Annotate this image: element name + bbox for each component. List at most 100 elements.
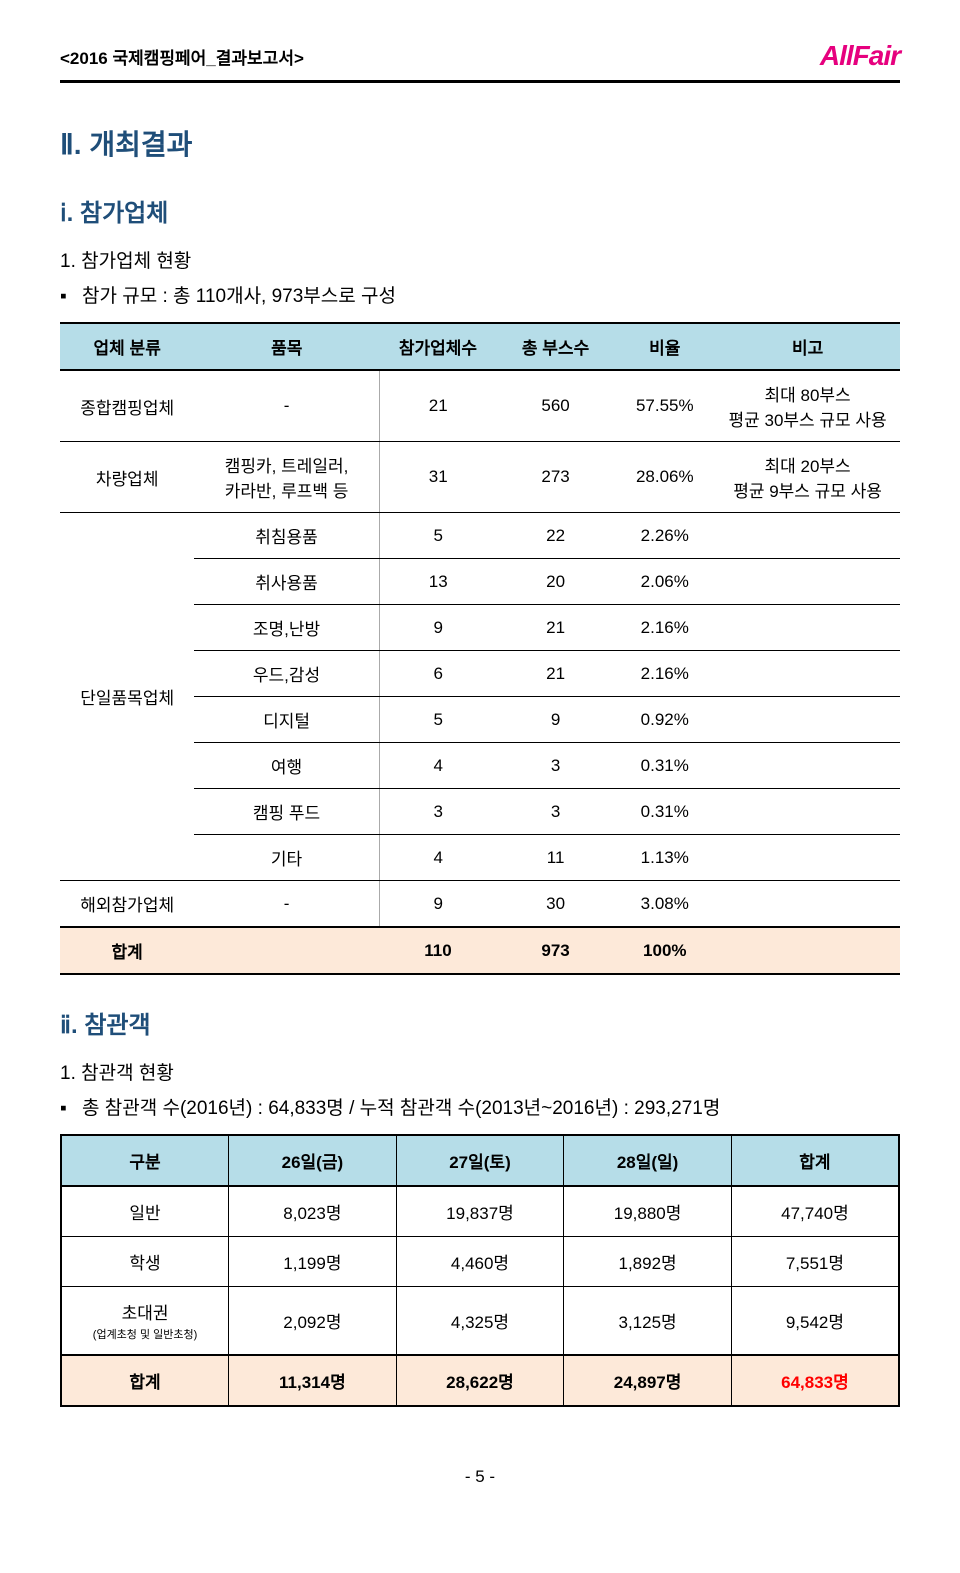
th-category: 업체 분류 bbox=[60, 323, 194, 370]
cell-day1: 8,023명 bbox=[229, 1186, 397, 1237]
cell-pct: 2.16% bbox=[614, 651, 715, 697]
cell-booth: 273 bbox=[497, 442, 615, 513]
cell-note bbox=[715, 513, 900, 559]
cell-item: 캠핑카, 트레일러, 카라반, 루프백 등 bbox=[194, 442, 379, 513]
bullet-line-2: 총 참관객 수(2016년) : 64,833명 / 누적 참관객 수(2013… bbox=[60, 1093, 900, 1120]
cell-total-item bbox=[194, 927, 379, 974]
cell-item: 조명,난방 bbox=[194, 605, 379, 651]
th-category: 구분 bbox=[61, 1135, 229, 1186]
cell-booth: 20 bbox=[497, 559, 615, 605]
cell-category: 학생 bbox=[61, 1237, 229, 1287]
cell-total-sum: 64,833명 bbox=[731, 1355, 899, 1406]
logo-part1: All bbox=[820, 40, 853, 71]
cell-total-day1: 11,314명 bbox=[229, 1355, 397, 1406]
section-title: Ⅱ. 개최결과 bbox=[60, 123, 900, 163]
cell-count: 3 bbox=[379, 789, 497, 835]
table-row: 학생 1,199명 4,460명 1,892명 7,551명 bbox=[61, 1237, 899, 1287]
cell-item: 취침용품 bbox=[194, 513, 379, 559]
cell-pct: 0.31% bbox=[614, 743, 715, 789]
bullet-line-1: 참가 규모 : 총 110개사, 973부스로 구성 bbox=[60, 281, 900, 308]
cell-note bbox=[715, 559, 900, 605]
cell-booth: 21 bbox=[497, 605, 615, 651]
cell-sum: 47,740명 bbox=[731, 1186, 899, 1237]
cell-category: 종합캠핑업체 bbox=[60, 370, 194, 442]
cell-note bbox=[715, 697, 900, 743]
table-row: 초대권 (업계초청 및 일반초청) 2,092명 4,325명 3,125명 9… bbox=[61, 1287, 899, 1356]
cell-note bbox=[715, 743, 900, 789]
numbered-heading-2: 1. 참관객 현황 bbox=[60, 1058, 900, 1085]
cell-count: 21 bbox=[379, 370, 497, 442]
cell-booth: 21 bbox=[497, 651, 615, 697]
cell-pct: 1.13% bbox=[614, 835, 715, 881]
page-number: - 5 - bbox=[60, 1467, 900, 1487]
cell-category: 초대권 (업계초청 및 일반초청) bbox=[61, 1287, 229, 1356]
cell-booth: 30 bbox=[497, 881, 615, 928]
table-header-row: 구분 26일(금) 27일(토) 28일(일) 합계 bbox=[61, 1135, 899, 1186]
cell-count: 5 bbox=[379, 513, 497, 559]
cell-note bbox=[715, 605, 900, 651]
cell-count: 4 bbox=[379, 835, 497, 881]
th-sum: 합계 bbox=[731, 1135, 899, 1186]
logo-part2: Fair bbox=[853, 40, 900, 71]
cell-pct: 0.31% bbox=[614, 789, 715, 835]
header-divider bbox=[60, 80, 900, 83]
th-day1: 26일(금) bbox=[229, 1135, 397, 1186]
cell-day3: 1,892명 bbox=[564, 1237, 732, 1287]
cell-day2: 4,325명 bbox=[396, 1287, 564, 1356]
table-row: 일반 8,023명 19,837명 19,880명 47,740명 bbox=[61, 1186, 899, 1237]
cell-day1: 1,199명 bbox=[229, 1237, 397, 1287]
subsection-2-title: ⅱ. 참관객 bbox=[60, 1005, 900, 1040]
doc-title: <2016 국제캠핑페어_결과보고서> bbox=[60, 44, 304, 69]
cell-sum: 9,542명 bbox=[731, 1287, 899, 1356]
cell-day3: 3,125명 bbox=[564, 1287, 732, 1356]
cell-booth: 11 bbox=[497, 835, 615, 881]
cell-note bbox=[715, 789, 900, 835]
th-item: 품목 bbox=[194, 323, 379, 370]
cell-booth: 560 bbox=[497, 370, 615, 442]
cell-total-day2: 28,622명 bbox=[396, 1355, 564, 1406]
cell-item: - bbox=[194, 881, 379, 928]
cell-day2: 19,837명 bbox=[396, 1186, 564, 1237]
cell-booth: 9 bbox=[497, 697, 615, 743]
numbered-heading-1: 1. 참가업체 현황 bbox=[60, 246, 900, 273]
cell-category: 단일품목업체 bbox=[60, 513, 194, 881]
th-pct: 비율 bbox=[614, 323, 715, 370]
table-exhibitors: 업체 분류 품목 참가업체수 총 부스수 비율 비고 종합캠핑업체 - 21 5… bbox=[60, 322, 900, 975]
cell-count: 9 bbox=[379, 605, 497, 651]
th-day3: 28일(일) bbox=[564, 1135, 732, 1186]
table-row: 단일품목업체 취침용품 5 22 2.26% bbox=[60, 513, 900, 559]
table-header-row: 업체 분류 품목 참가업체수 총 부스수 비율 비고 bbox=[60, 323, 900, 370]
cell-item: 기타 bbox=[194, 835, 379, 881]
table-row: 차량업체 캠핑카, 트레일러, 카라반, 루프백 등 31 273 28.06%… bbox=[60, 442, 900, 513]
table-total-row: 합계 11,314명 28,622명 24,897명 64,833명 bbox=[61, 1355, 899, 1406]
cell-booth: 22 bbox=[497, 513, 615, 559]
table-total-row: 합계 110 973 100% bbox=[60, 927, 900, 974]
cell-category: 해외참가업체 bbox=[60, 881, 194, 928]
cell-count: 9 bbox=[379, 881, 497, 928]
table-row: 해외참가업체 - 9 30 3.08% bbox=[60, 881, 900, 928]
th-note: 비고 bbox=[715, 323, 900, 370]
cell-pct: 3.08% bbox=[614, 881, 715, 928]
page-container: <2016 국제캠핑페어_결과보고서> AllFair Ⅱ. 개최결과 ⅰ. 참… bbox=[0, 0, 960, 1547]
cell-category: 일반 bbox=[61, 1186, 229, 1237]
cell-booth: 3 bbox=[497, 789, 615, 835]
cell-note: 최대 80부스 평균 30부스 규모 사용 bbox=[715, 370, 900, 442]
th-booth: 총 부스수 bbox=[497, 323, 615, 370]
cell-note bbox=[715, 651, 900, 697]
cell-total-label: 합계 bbox=[60, 927, 194, 974]
cell-pct: 57.55% bbox=[614, 370, 715, 442]
th-day2: 27일(토) bbox=[396, 1135, 564, 1186]
cell-pct: 2.26% bbox=[614, 513, 715, 559]
cell-note: 최대 20부스 평균 9부스 규모 사용 bbox=[715, 442, 900, 513]
th-count: 참가업체수 bbox=[379, 323, 497, 370]
cell-item: - bbox=[194, 370, 379, 442]
page-header: <2016 국제캠핑페어_결과보고서> AllFair bbox=[60, 40, 900, 72]
cell-count: 4 bbox=[379, 743, 497, 789]
cell-pct: 2.16% bbox=[614, 605, 715, 651]
cell-sum: 7,551명 bbox=[731, 1237, 899, 1287]
cell-category-main: 초대권 bbox=[122, 1304, 169, 1323]
cell-item: 우드,감성 bbox=[194, 651, 379, 697]
cell-total-count: 110 bbox=[379, 927, 497, 974]
cell-item: 여행 bbox=[194, 743, 379, 789]
table-visitors: 구분 26일(금) 27일(토) 28일(일) 합계 일반 8,023명 19,… bbox=[60, 1134, 900, 1407]
